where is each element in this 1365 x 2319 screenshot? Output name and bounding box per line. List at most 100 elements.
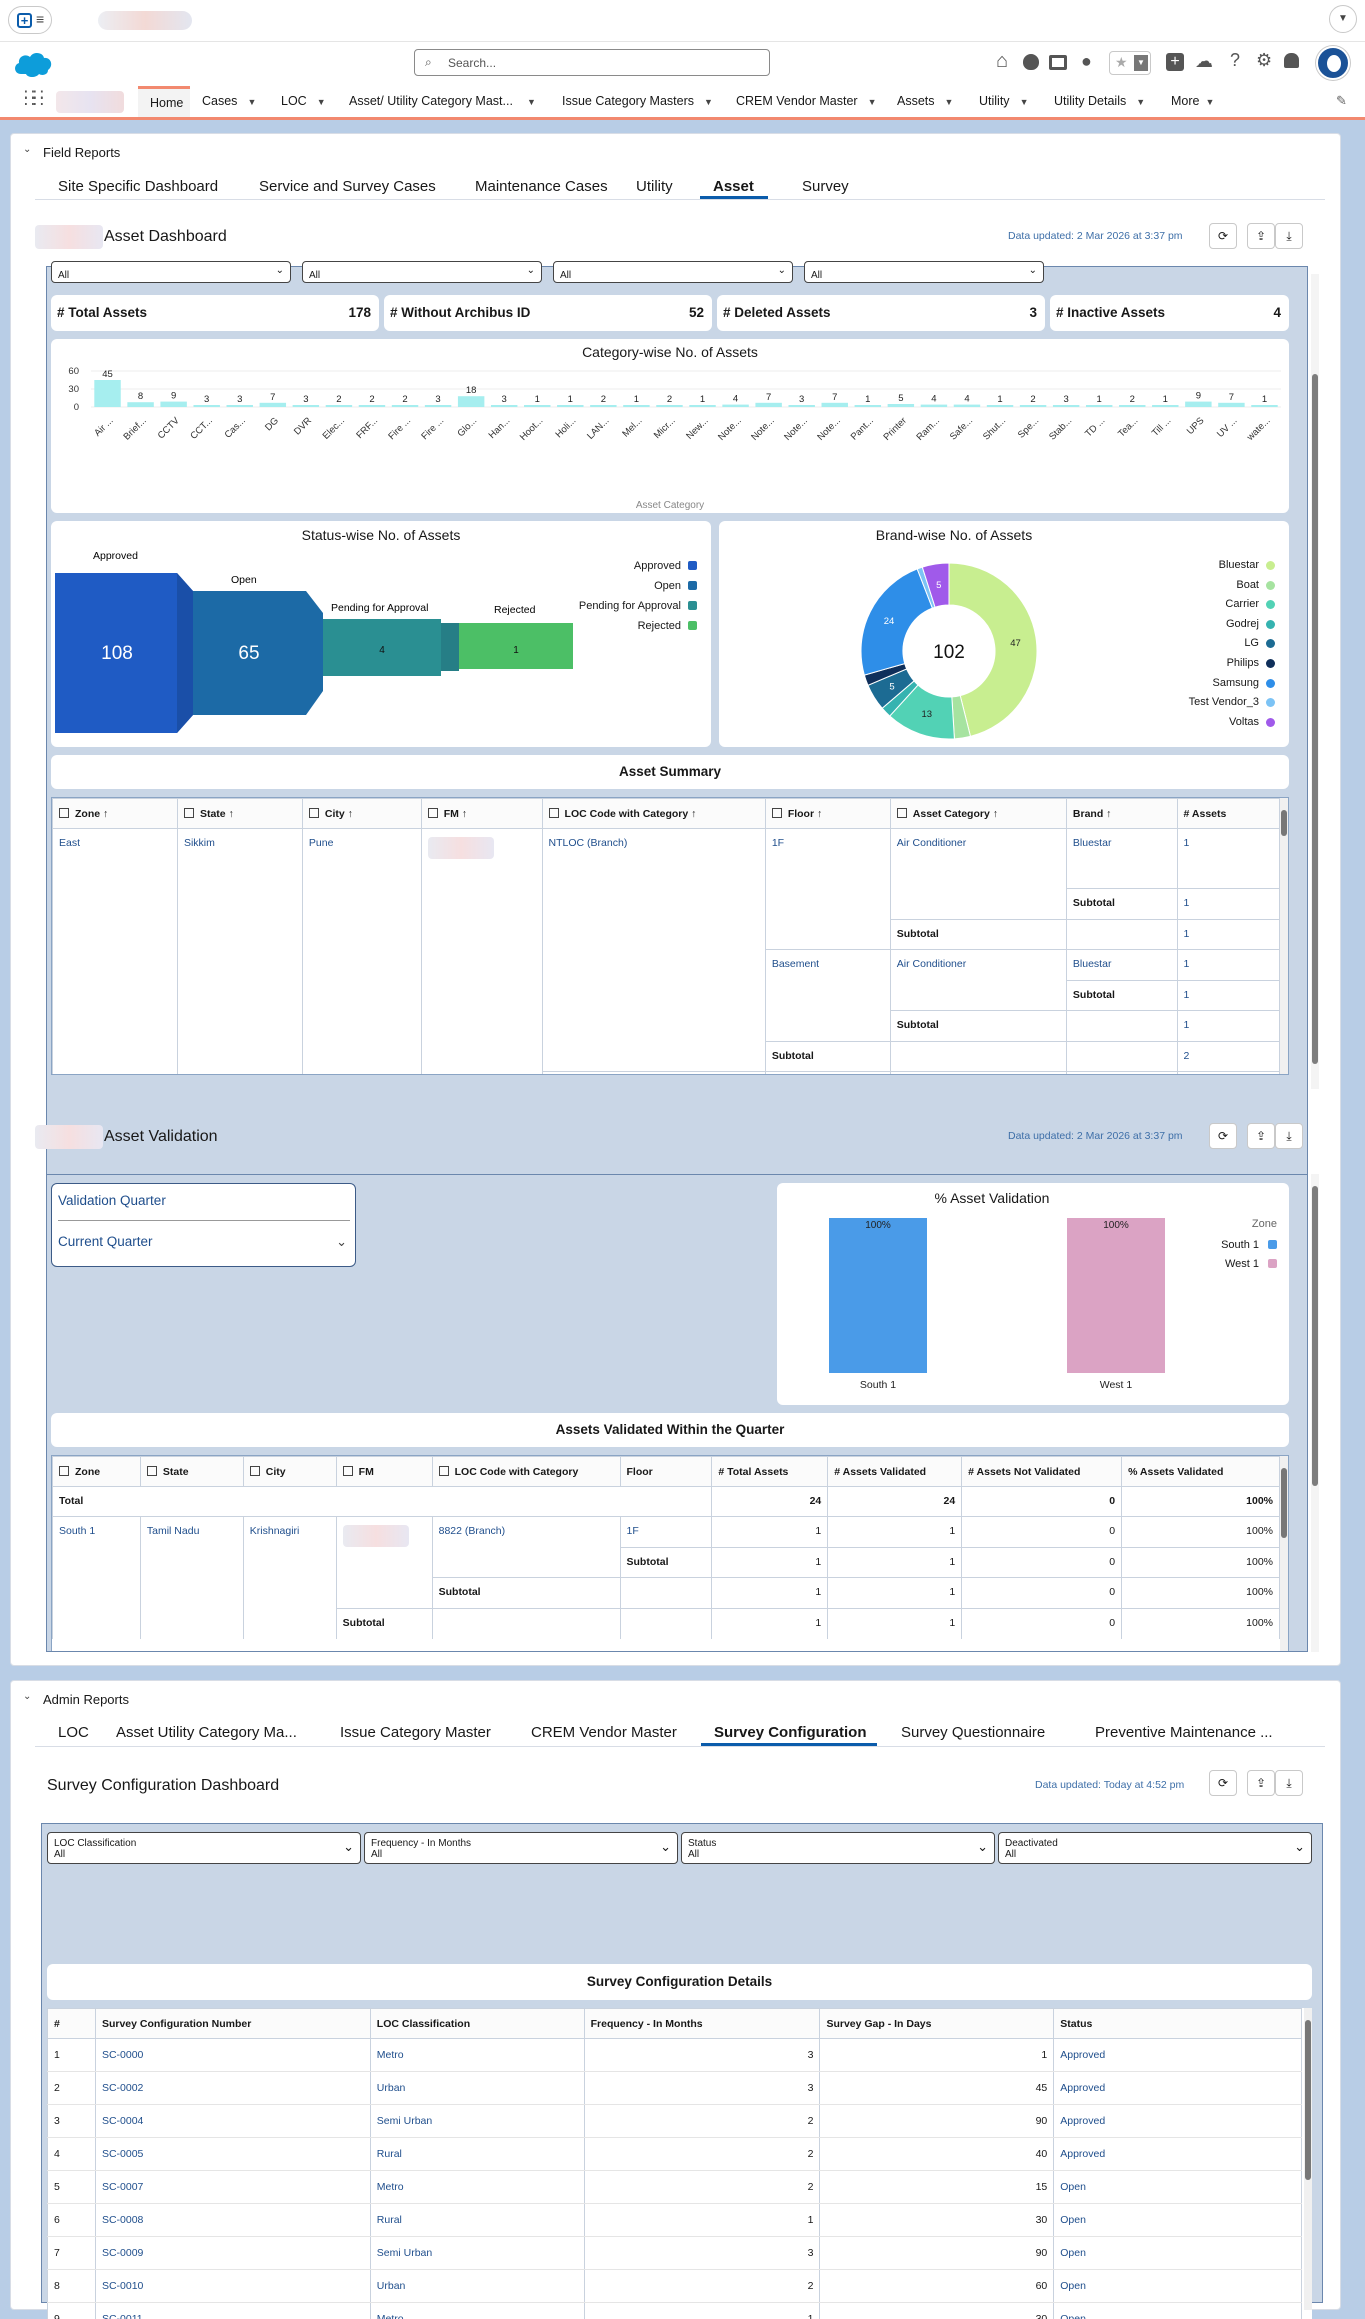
category-bar[interactable]	[358, 405, 386, 407]
help-icon[interactable]: ?	[1230, 50, 1241, 70]
column-header[interactable]: Zone ↑	[52, 798, 178, 829]
nav-assets[interactable]: Assets ▼	[897, 86, 953, 117]
category-bar[interactable]	[854, 405, 882, 407]
brand-slice[interactable]	[921, 562, 950, 608]
column-checkbox[interactable]	[771, 807, 782, 818]
column-header[interactable]: State ↑	[176, 798, 303, 829]
category-bar[interactable]	[1052, 405, 1080, 407]
app-launcher-pill[interactable]: + ≡	[8, 6, 52, 34]
category-bar[interactable]	[94, 380, 121, 407]
add-icon[interactable]: +	[1166, 53, 1184, 71]
search-input[interactable]: ⌕ Search...	[414, 49, 770, 76]
nav-utility-details[interactable]: Utility Details ▼	[1054, 86, 1145, 117]
category-bar[interactable]	[226, 405, 253, 407]
validation-scrollbar[interactable]	[1311, 1174, 1319, 1652]
category-bar[interactable]	[292, 405, 320, 407]
column-header[interactable]: Zone	[52, 1456, 141, 1487]
nav-utility[interactable]: Utility ▼	[979, 86, 1028, 117]
category-bar[interactable]	[557, 405, 584, 407]
nav-loc[interactable]: LOC ▼	[281, 86, 326, 117]
category-bar[interactable]	[953, 404, 981, 407]
column-header[interactable]: Floor	[619, 1456, 713, 1487]
category-bar[interactable]	[1185, 401, 1212, 407]
category-bar[interactable]	[391, 405, 419, 407]
scroll-thumb[interactable]	[1305, 2020, 1311, 2180]
tab-preventive-maintenance[interactable]: Preventive Maintenance ...	[1095, 1724, 1273, 1741]
sort-icon[interactable]: ↑	[458, 807, 468, 820]
column-header[interactable]: #	[47, 2008, 96, 2039]
tab-survey-questionnaire[interactable]: Survey Questionnaire	[901, 1724, 1046, 1741]
category-bar[interactable]	[424, 405, 452, 407]
column-checkbox[interactable]	[308, 807, 319, 818]
edit-icon[interactable]: ✎	[1336, 93, 1347, 108]
category-bar[interactable]	[1119, 405, 1146, 407]
column-checkbox[interactable]	[548, 807, 559, 818]
avatar[interactable]	[1316, 46, 1350, 80]
table-row[interactable]: 3 SC-0004 Semi Urban 2 90 Approved	[47, 2104, 1302, 2138]
category-bar[interactable]	[127, 402, 154, 407]
filter-deactivated[interactable]: Deactivated All ⌄	[998, 1832, 1312, 1864]
column-header[interactable]: City ↑	[301, 798, 422, 829]
table-row[interactable]: 9 SC-0011 Metro 1 30 Open	[47, 2302, 1302, 2319]
table-row[interactable]: 6 SC-0008 Rural 1 30 Open	[47, 2203, 1302, 2237]
table-row[interactable]: 8 SC-0010 Urban 2 60 Open	[47, 2269, 1302, 2303]
nav-asset-utility[interactable]: Asset/ Utility Category Mast... ▼	[349, 86, 536, 117]
tab-loc[interactable]: LOC	[58, 1724, 89, 1741]
column-header[interactable]: Frequency - In Months	[583, 2008, 821, 2039]
column-header[interactable]: LOC Classification	[369, 2008, 585, 2039]
collapse-icon[interactable]: ⌄	[23, 1691, 32, 1702]
chevron-down-icon[interactable]: ▼	[704, 97, 713, 107]
column-header[interactable]: LOC Code with Category	[431, 1456, 621, 1487]
sort-icon[interactable]: ↑	[225, 807, 234, 820]
filter-frequency[interactable]: Frequency - In Months All ⌄	[364, 1832, 678, 1864]
scrollbar[interactable]	[1280, 798, 1288, 1074]
category-bar[interactable]	[1152, 405, 1179, 407]
category-bar[interactable]	[524, 405, 551, 407]
chevron-down-icon[interactable]: ▼	[1136, 97, 1146, 107]
table-icon[interactable]	[1049, 55, 1067, 70]
chevron-down-icon[interactable]: ▼	[316, 97, 326, 107]
sort-icon[interactable]: ↑	[100, 807, 109, 820]
scrollbar[interactable]	[1304, 2008, 1312, 2310]
chevron-down-icon[interactable]: ▼	[867, 97, 877, 107]
category-bar[interactable]	[193, 405, 220, 407]
category-bar[interactable]	[325, 405, 353, 407]
chevron-down-icon[interactable]: ⌄	[336, 1234, 347, 1249]
nav-more[interactable]: More ▼	[1171, 86, 1214, 117]
scroll-thumb[interactable]	[1281, 810, 1287, 836]
column-header[interactable]: FM ↑	[420, 798, 543, 829]
chevron-down-icon[interactable]: ▼	[247, 97, 257, 107]
column-header[interactable]: Brand ↑	[1065, 798, 1178, 829]
category-bar[interactable]	[887, 404, 915, 407]
column-header[interactable]: # Assets Not Validated	[961, 1456, 1123, 1487]
nav-crem-vendor[interactable]: CREM Vendor Master ▼	[736, 86, 877, 117]
column-header[interactable]: City	[242, 1456, 337, 1487]
chevron-down-icon[interactable]: ▼	[1019, 97, 1029, 107]
favorites-button[interactable]: ★ ▼	[1109, 51, 1151, 75]
scroll-thumb[interactable]	[1312, 1186, 1318, 1486]
category-bar[interactable]	[689, 405, 716, 407]
collapse-icon[interactable]: ⌄	[23, 144, 32, 155]
nav-cases[interactable]: Cases ▼	[202, 86, 256, 117]
tab-placeholder[interactable]	[98, 11, 192, 30]
column-header[interactable]: # Assets	[1176, 798, 1281, 829]
category-bar[interactable]	[590, 405, 617, 407]
category-bar[interactable]	[1085, 405, 1113, 407]
download-button[interactable]: ⤓	[1275, 223, 1303, 249]
column-header[interactable]: Status	[1053, 2008, 1302, 2039]
table-row[interactable]: 4 SC-0005 Rural 2 40 Approved	[47, 2137, 1302, 2171]
category-bar[interactable]	[821, 402, 848, 407]
column-header[interactable]: % Assets Validated	[1121, 1456, 1280, 1487]
column-checkbox[interactable]	[427, 807, 438, 818]
category-bar[interactable]	[1251, 405, 1278, 407]
column-checkbox[interactable]	[342, 1465, 353, 1476]
table-row[interactable]: 1 SC-0000 Metro 3 1 Approved	[47, 2038, 1302, 2072]
tab-survey[interactable]: Survey	[802, 178, 849, 195]
category-bar[interactable]	[986, 405, 1014, 407]
tab-crem-vendor-master[interactable]: CREM Vendor Master	[531, 1724, 677, 1741]
tab-utility[interactable]: Utility	[636, 178, 673, 195]
category-bar[interactable]	[722, 404, 749, 407]
category-bar[interactable]	[755, 402, 782, 407]
refresh-button[interactable]: ⟳	[1209, 1770, 1237, 1796]
category-bar[interactable]	[259, 402, 287, 407]
